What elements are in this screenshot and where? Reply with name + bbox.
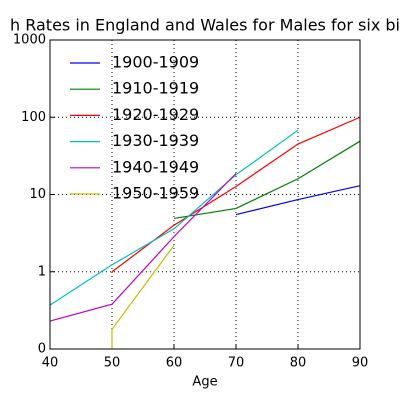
legend-label: 1920-1929 <box>112 105 199 124</box>
y-tick-label: 1 <box>38 264 46 279</box>
legend-label: 1940-1949 <box>112 157 199 176</box>
series-line <box>49 173 237 322</box>
legend-label: 1900-1909 <box>112 53 199 72</box>
x-tick-label: 70 <box>228 356 245 371</box>
series-line <box>111 244 175 349</box>
x-tick-label: 60 <box>166 356 183 371</box>
series-line <box>235 185 361 216</box>
y-tick-label: 10 <box>29 187 46 202</box>
y-tick-label: 1000 <box>13 33 46 48</box>
x-tick-label: 40 <box>42 356 59 371</box>
chart-title: h Rates in England and Wales for Males f… <box>10 16 400 35</box>
series-line <box>49 129 299 306</box>
legend-label: 1930-1939 <box>112 131 199 150</box>
x-axis-label: Age <box>192 375 217 390</box>
x-tick-label: 80 <box>290 356 307 371</box>
y-tick-label: 0 <box>38 342 46 357</box>
legend-label: 1950-1959 <box>112 184 199 203</box>
series-line <box>173 140 361 220</box>
x-tick-label: 90 <box>352 356 369 371</box>
legend-label: 1910-1919 <box>112 79 199 98</box>
x-tick-label: 50 <box>104 356 121 371</box>
plot-frame <box>49 39 361 350</box>
y-tick-label: 100 <box>21 110 46 125</box>
